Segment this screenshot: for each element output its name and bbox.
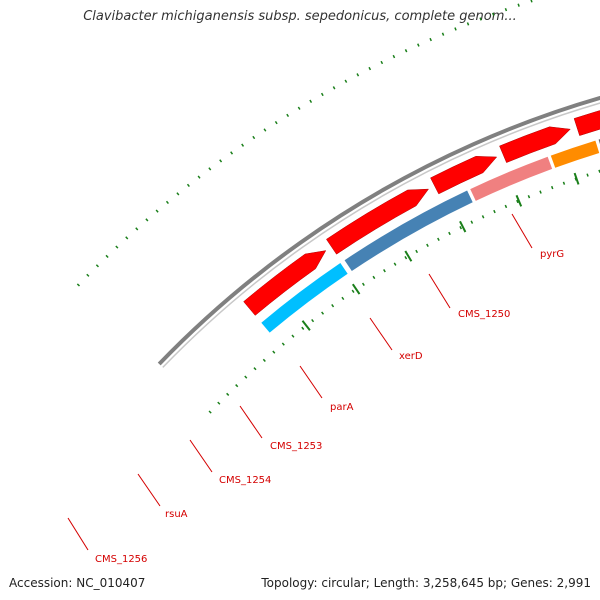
topology-text: Topology: circular; Length: 3,258,645 bp… bbox=[261, 576, 591, 590]
gene-label-cms_1256: CMS_1256 bbox=[95, 554, 147, 565]
cds-arrow bbox=[573, 110, 600, 136]
callout-line bbox=[239, 405, 263, 439]
cds-arrow bbox=[326, 188, 430, 255]
gene-label-para: parA bbox=[330, 402, 354, 413]
gene-block-cms_1254 bbox=[550, 140, 600, 168]
callout-line bbox=[189, 439, 213, 473]
backbone-outer bbox=[157, 95, 600, 366]
cds-arrow bbox=[243, 250, 327, 316]
callout-line bbox=[67, 517, 89, 551]
gene-block-cms_1256 bbox=[344, 190, 473, 272]
backbone-inner bbox=[162, 102, 600, 368]
inner-major-tick bbox=[404, 250, 413, 262]
cds-arrow bbox=[499, 126, 571, 163]
inner-major-tick bbox=[515, 194, 523, 207]
gene-label-cms_1254: CMS_1254 bbox=[219, 475, 271, 486]
callout-line bbox=[369, 317, 393, 351]
callout-line bbox=[137, 473, 161, 507]
cds-arrow bbox=[430, 156, 498, 195]
gene-label-rsua: rsuA bbox=[165, 509, 188, 520]
gene-label-cms_1250: CMS_1250 bbox=[458, 309, 510, 320]
inner-major-tick bbox=[459, 220, 467, 233]
callout-line bbox=[511, 213, 533, 249]
inner-major-tick bbox=[351, 283, 361, 295]
gene-label-pyrg: pyrG bbox=[540, 249, 564, 260]
inner-major-tick bbox=[573, 172, 580, 185]
accession-text: Accession: NC_010407 bbox=[9, 576, 146, 590]
gene-block-rsua bbox=[470, 156, 553, 201]
callout-line bbox=[299, 365, 323, 399]
gene-label-cms_1253: CMS_1253 bbox=[270, 441, 322, 452]
map-title: Clavibacter michiganensis subsp. sepedon… bbox=[83, 9, 517, 24]
gene-label-xerd: xerD bbox=[399, 351, 423, 362]
inner-major-tick bbox=[301, 320, 311, 331]
callout-line bbox=[428, 273, 451, 309]
gene-block-prev bbox=[261, 263, 348, 333]
